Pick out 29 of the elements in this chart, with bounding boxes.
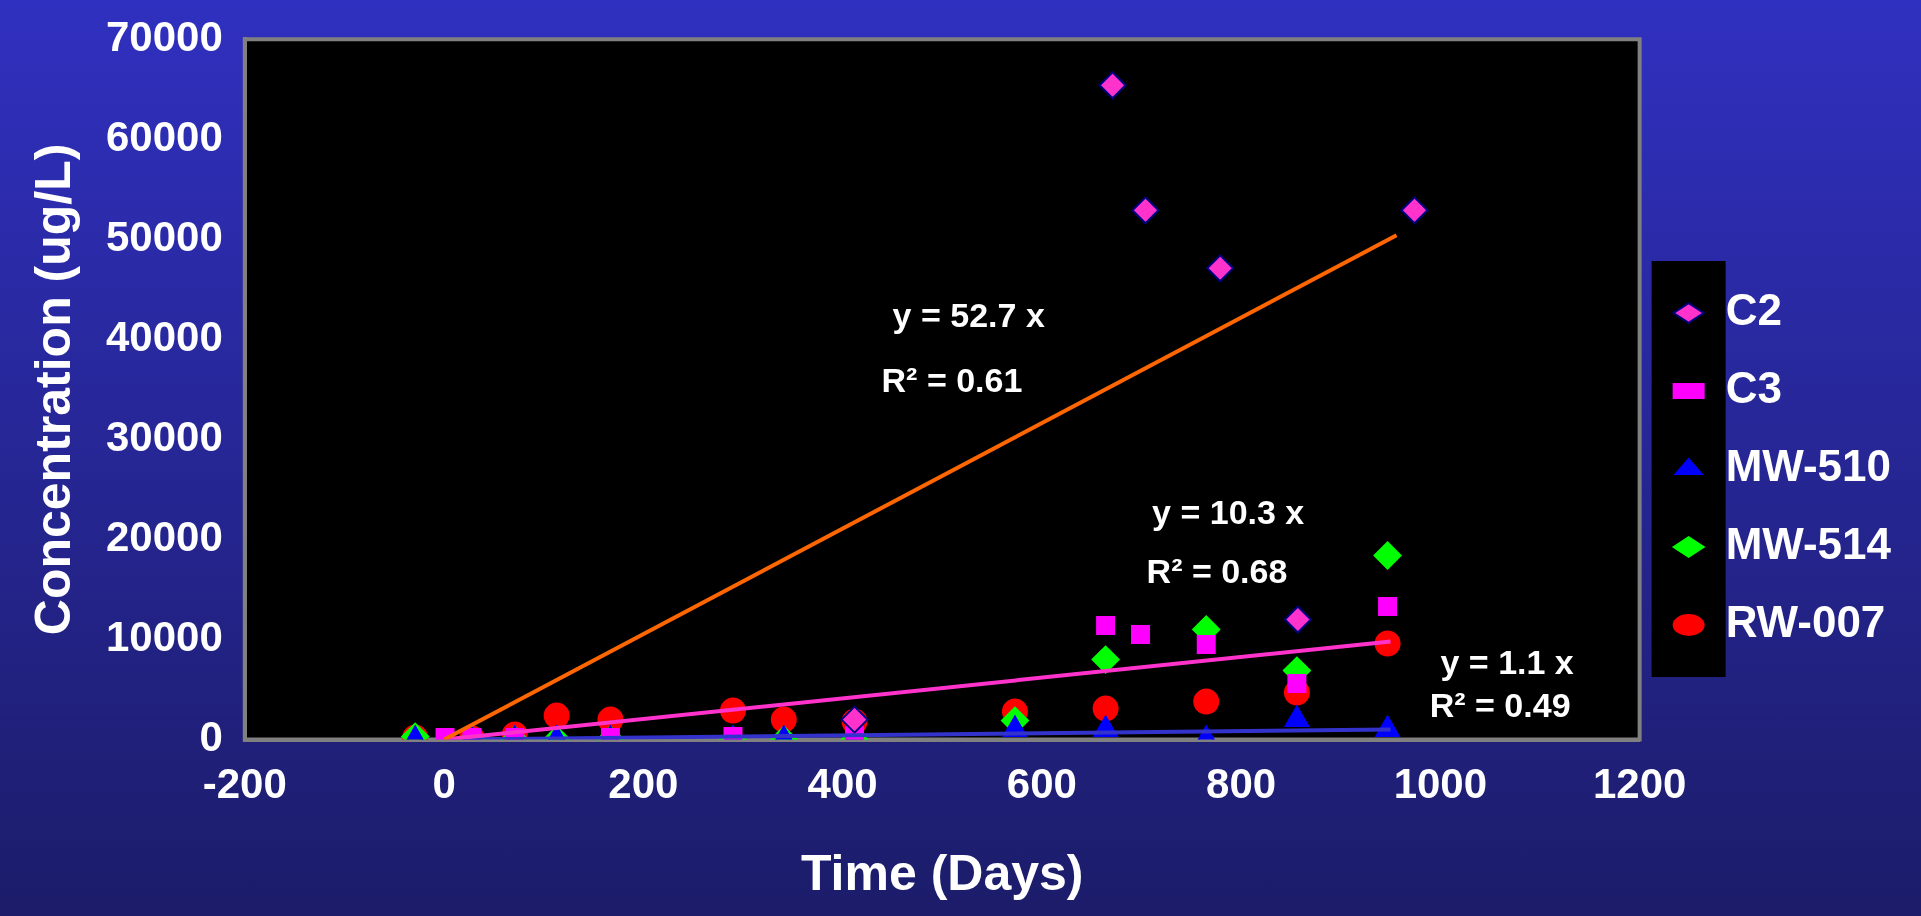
y-tick-label: 20000 xyxy=(106,513,223,561)
annotation: y = 1.1 x xyxy=(1440,643,1574,682)
x-tick-label: 800 xyxy=(1206,760,1277,808)
legend-label: MW-510 xyxy=(1725,441,1892,491)
annotation: y = 52.7 x xyxy=(892,296,1045,335)
y-tick-label: 60000 xyxy=(106,112,223,160)
annotation: R² = 0.61 xyxy=(881,361,1023,400)
y-tick-label: 70000 xyxy=(106,12,223,60)
x-tick-label: 0 xyxy=(432,760,456,808)
y-tick-label: 0 xyxy=(199,713,223,761)
y-tick-label: 10000 xyxy=(106,613,223,661)
legend-label: C3 xyxy=(1725,363,1782,413)
y-tick-label: 50000 xyxy=(106,212,223,260)
annotation: R² = 0.49 xyxy=(1429,686,1571,725)
y-tick-label: 30000 xyxy=(106,413,223,461)
y-tick-label: 40000 xyxy=(106,312,223,360)
annotation: y = 10.3 x xyxy=(1152,493,1305,532)
legend-label: C2 xyxy=(1725,285,1782,335)
x-tick-label: 1200 xyxy=(1592,760,1687,808)
x-tick-label: 400 xyxy=(807,760,878,808)
y-axis-title: Concentration (ug/L) xyxy=(24,143,81,636)
x-tick-label: -200 xyxy=(202,760,287,808)
x-tick-label: 600 xyxy=(1006,760,1077,808)
x-axis-title: Time (Days) xyxy=(800,844,1084,901)
x-tick-label: 200 xyxy=(608,760,679,808)
legend-label: RW-007 xyxy=(1725,597,1886,647)
x-tick-label: 1000 xyxy=(1393,760,1488,808)
legend-label: MW-514 xyxy=(1725,519,1892,569)
annotation: R² = 0.68 xyxy=(1146,551,1288,590)
